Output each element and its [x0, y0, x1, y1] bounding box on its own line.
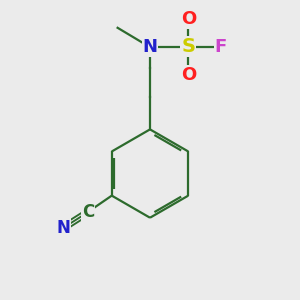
Text: S: S: [181, 38, 195, 56]
Text: N: N: [142, 38, 158, 56]
Text: O: O: [181, 66, 196, 84]
Text: F: F: [214, 38, 227, 56]
Text: O: O: [181, 10, 196, 28]
Text: N: N: [56, 219, 70, 237]
Text: C: C: [82, 203, 94, 221]
